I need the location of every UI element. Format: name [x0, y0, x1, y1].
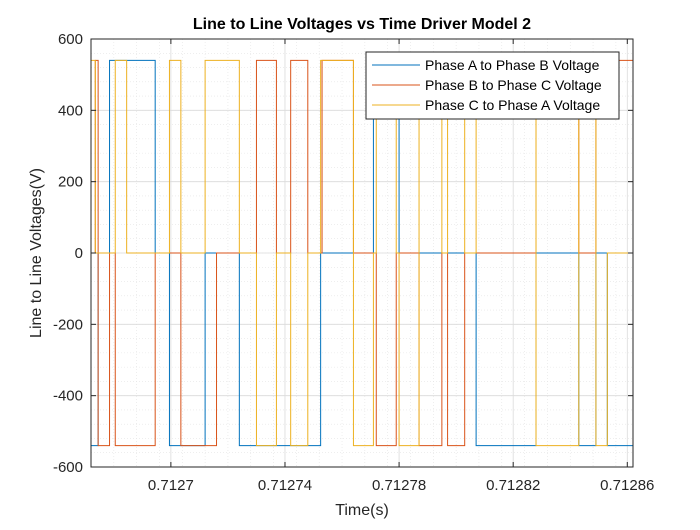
chart-title: Line to Line Voltages vs Time Driver Mod… — [193, 16, 531, 33]
y-axis-label: Line to Line Voltages(V) — [28, 168, 45, 338]
x-axis: 0.7127 0.71274 0.71278 0.71282 0.71286 — [148, 39, 654, 494]
x-tick-label: 0.71286 — [600, 477, 654, 494]
legend-label-3: Phase C to Phase A Voltage — [425, 97, 600, 113]
y-tick-label: 600 — [58, 31, 83, 48]
x-tick-label: 0.7127 — [148, 477, 194, 494]
y-tick-label: -400 — [53, 388, 83, 405]
x-axis-label: Time(s) — [335, 502, 389, 519]
legend-label-1: Phase A to Phase B Voltage — [425, 57, 600, 73]
x-tick-label: 0.71278 — [372, 477, 426, 494]
x-tick-label: 0.71274 — [258, 477, 312, 494]
y-tick-label: 0 — [75, 245, 83, 262]
legend: Phase A to Phase B Voltage Phase B to Pha… — [365, 51, 620, 120]
x-tick-label: 0.71282 — [486, 477, 540, 494]
y-tick-label: -200 — [53, 316, 83, 333]
legend-label-2: Phase B to Phase C Voltage — [425, 77, 602, 93]
series-line-1 — [91, 59, 633, 447]
y-axis: -600 -400 -200 0 200 400 600 — [53, 31, 633, 476]
y-tick-label: 400 — [58, 102, 83, 119]
y-tick-label: -600 — [53, 459, 83, 476]
y-tick-label: 200 — [58, 174, 83, 191]
